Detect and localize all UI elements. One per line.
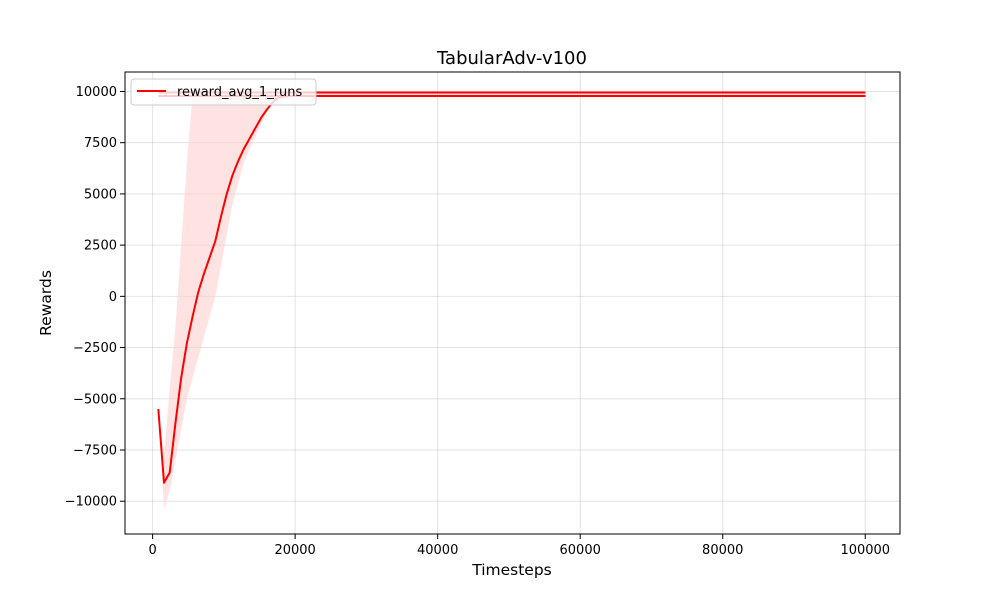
y-tick-label: −10000	[65, 495, 117, 510]
x-tick-label: 80000	[702, 543, 743, 558]
x-tick-label: 20000	[274, 543, 315, 558]
y-axis: −10000 −7500 −5000 −2500 0 2500 5000 7500 10000	[65, 85, 125, 510]
x-tick-label: 60000	[560, 543, 601, 558]
x-tick-label: 100000	[840, 543, 890, 558]
y-tick-label: 7500	[84, 136, 117, 151]
plot-frame	[124, 71, 901, 535]
legend: reward_avg_1_runs	[130, 78, 317, 106]
grid	[125, 72, 900, 534]
series-band	[158, 92, 866, 510]
y-axis-label: Rewards	[37, 270, 55, 336]
chart-title: TabularAdv-v100	[436, 48, 587, 69]
y-tick-label: −2500	[73, 341, 117, 356]
band-layer	[158, 92, 866, 510]
series-line	[157, 94, 866, 484]
legend-label: reward_avg_1_runs	[177, 85, 303, 100]
legend-box	[130, 78, 317, 106]
x-axis: 0 20000 40000 60000 80000 100000	[148, 534, 890, 558]
y-tick-label: −7500	[73, 444, 117, 459]
y-tick-label: 10000	[76, 85, 117, 100]
x-tick-label: 0	[148, 543, 156, 558]
x-axis-label: Timesteps	[471, 561, 552, 579]
y-tick-label: −5000	[73, 392, 117, 407]
y-tick-label: 2500	[84, 239, 117, 254]
y-tick-label: 5000	[84, 187, 117, 202]
y-tick-label: 0	[109, 290, 117, 305]
x-tick-label: 40000	[417, 543, 458, 558]
